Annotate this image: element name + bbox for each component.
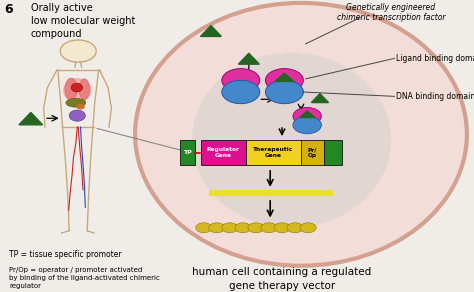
Circle shape xyxy=(235,223,251,233)
FancyBboxPatch shape xyxy=(324,140,342,165)
Polygon shape xyxy=(19,112,43,125)
FancyBboxPatch shape xyxy=(180,140,195,165)
Circle shape xyxy=(248,223,264,233)
Circle shape xyxy=(261,223,277,233)
Ellipse shape xyxy=(65,78,77,100)
Ellipse shape xyxy=(76,104,85,110)
Ellipse shape xyxy=(192,53,391,228)
Circle shape xyxy=(222,80,260,104)
Text: 6: 6 xyxy=(5,3,13,16)
Circle shape xyxy=(265,69,303,92)
Circle shape xyxy=(287,223,303,233)
FancyBboxPatch shape xyxy=(246,140,301,165)
Ellipse shape xyxy=(63,78,91,103)
FancyBboxPatch shape xyxy=(201,140,246,165)
Text: TP = tissue specific promoter: TP = tissue specific promoter xyxy=(9,250,122,259)
Circle shape xyxy=(209,223,225,233)
Circle shape xyxy=(293,107,321,125)
Text: Pr/
Op: Pr/ Op xyxy=(308,147,317,158)
Text: Regulator
Gene: Regulator Gene xyxy=(207,147,240,158)
Circle shape xyxy=(222,69,260,92)
Circle shape xyxy=(265,80,303,104)
Text: Ligand binding domain: Ligand binding domain xyxy=(396,54,474,63)
Polygon shape xyxy=(275,73,294,81)
Ellipse shape xyxy=(66,98,86,107)
Circle shape xyxy=(293,116,321,134)
Ellipse shape xyxy=(71,83,82,92)
Circle shape xyxy=(274,223,290,233)
Ellipse shape xyxy=(69,110,85,121)
Text: TP: TP xyxy=(183,150,192,155)
Text: Orally active
low molecular weight
compound: Orally active low molecular weight compo… xyxy=(31,3,135,39)
Text: Therapeutic
Gene: Therapeutic Gene xyxy=(253,147,293,158)
Text: Genetically engineered
chimeric transcription factor: Genetically engineered chimeric transcri… xyxy=(337,3,445,22)
Ellipse shape xyxy=(135,3,467,266)
Circle shape xyxy=(60,40,96,62)
Circle shape xyxy=(300,223,316,233)
Polygon shape xyxy=(201,25,221,36)
FancyBboxPatch shape xyxy=(301,140,324,165)
Ellipse shape xyxy=(79,79,90,99)
Text: human cell containing a regulated
gene therapy vector: human cell containing a regulated gene t… xyxy=(192,267,372,291)
Polygon shape xyxy=(300,111,315,118)
Text: Pr/Op = operator / promoter activated
by binding of the ligand-activated chimeri: Pr/Op = operator / promoter activated by… xyxy=(9,267,160,289)
Circle shape xyxy=(222,223,238,233)
Text: DNA binding domain: DNA binding domain xyxy=(396,92,474,101)
Polygon shape xyxy=(311,94,328,102)
Circle shape xyxy=(196,223,212,233)
Polygon shape xyxy=(238,53,259,64)
